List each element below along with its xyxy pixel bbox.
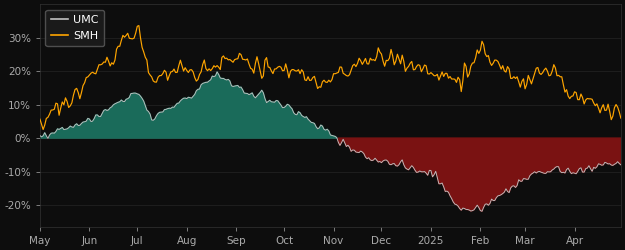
Legend: UMC, SMH: UMC, SMH xyxy=(46,10,104,46)
